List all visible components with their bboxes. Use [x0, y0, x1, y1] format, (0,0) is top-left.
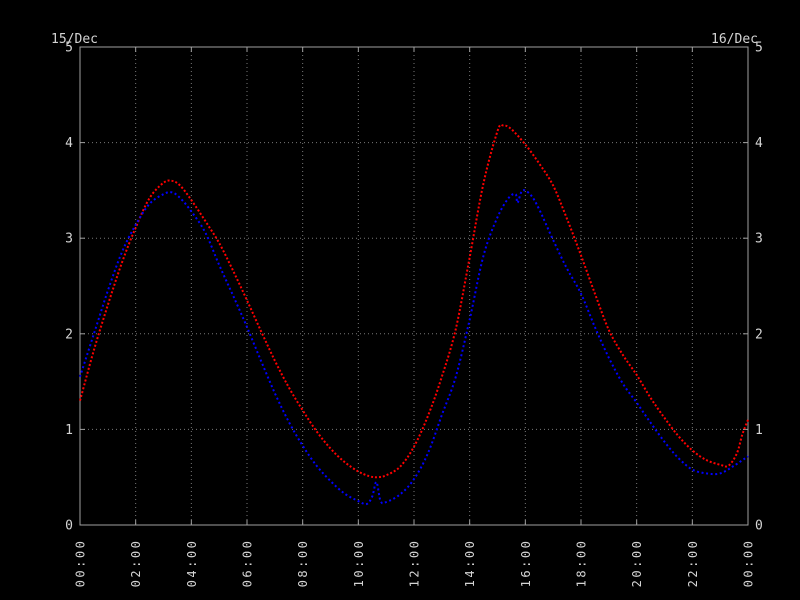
y-tick-label-right: 1 — [755, 423, 763, 438]
x-tick-label: 20:00 — [630, 539, 644, 588]
date-label-right: 16/Dec — [711, 32, 758, 47]
x-tick-label: 02:00 — [129, 539, 143, 588]
y-tick-label-right: 5 — [755, 41, 763, 56]
x-tick-label: 18:00 — [575, 539, 589, 588]
plot-area: 0 0 1 1 2 2 3 3 4 4 5 5 00:00 02:00 04:00 06:00 08:00 10:… — [65, 41, 763, 588]
x-tick-label: 00:00 — [74, 539, 88, 588]
x-tick-label: 00:00 — [742, 539, 756, 588]
y-tick-label-left: 4 — [65, 136, 73, 151]
series-red-curve — [79, 123, 749, 479]
date-label-left: 15/Dec — [51, 32, 98, 47]
x-tick-label: 16:00 — [519, 539, 533, 588]
y-tick-label-left: 5 — [65, 41, 73, 56]
y-tick-label-left: 3 — [65, 232, 73, 247]
x-tick-label: 12:00 — [408, 539, 422, 588]
plot-border — [79, 46, 749, 526]
series-blue-curve — [79, 189, 749, 506]
y-tick-label-right: 0 — [755, 519, 763, 534]
x-tick-label: 08:00 — [296, 539, 310, 588]
y-tick-label-right: 4 — [755, 136, 763, 151]
y-tick-label-left: 2 — [65, 327, 73, 342]
y-tick-label-right: 2 — [755, 327, 763, 342]
x-tick-label: 14:00 — [463, 539, 477, 588]
y-tick-label-right: 3 — [755, 232, 763, 247]
y-tick-label-left: 1 — [65, 423, 73, 438]
x-tick-label: 04:00 — [185, 539, 199, 588]
x-tick-label: 06:00 — [241, 539, 255, 588]
y-tick-label-left: 0 — [65, 519, 73, 534]
x-tick-label: 22:00 — [686, 539, 700, 588]
x-tick-label: 10:00 — [352, 539, 366, 588]
